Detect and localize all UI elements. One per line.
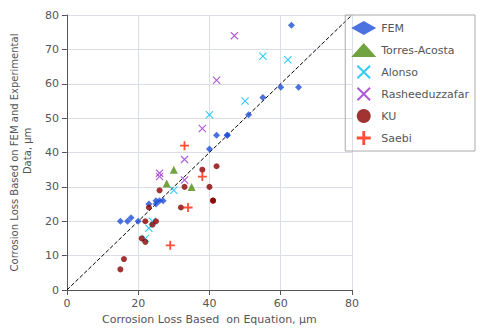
svg-text:80: 80 [45, 9, 59, 22]
svg-text:20: 20 [45, 215, 59, 228]
svg-text:FEM: FEM [381, 22, 404, 35]
svg-text:Torres-Acosta: Torres-Acosta [380, 44, 454, 57]
svg-text:30: 30 [45, 180, 59, 193]
svg-text:Data, μm: Data, μm [22, 128, 33, 178]
svg-text:60: 60 [274, 297, 288, 310]
svg-text:40: 40 [202, 297, 216, 310]
svg-text:Rasheeduzzafar: Rasheeduzzafar [381, 88, 469, 101]
svg-text:40: 40 [45, 146, 59, 159]
svg-text:Saebi: Saebi [381, 132, 412, 145]
svg-text:Corrosion Loss Based on FEM an: Corrosion Loss Based on FEM and Experime… [9, 34, 20, 272]
svg-text:10: 10 [45, 249, 59, 262]
svg-text:KU: KU [381, 110, 396, 123]
svg-text:80: 80 [345, 297, 359, 310]
svg-text:60: 60 [45, 77, 59, 90]
svg-text:0: 0 [52, 284, 59, 297]
svg-text:50: 50 [45, 112, 59, 125]
svg-text:70: 70 [45, 43, 59, 56]
svg-text:0: 0 [63, 297, 70, 310]
svg-text:Alonso: Alonso [381, 66, 418, 79]
svg-text:Corrosion Loss Based on Equat: Corrosion Loss Based on Equation, μm [102, 313, 317, 326]
svg-text:20: 20 [131, 297, 145, 310]
